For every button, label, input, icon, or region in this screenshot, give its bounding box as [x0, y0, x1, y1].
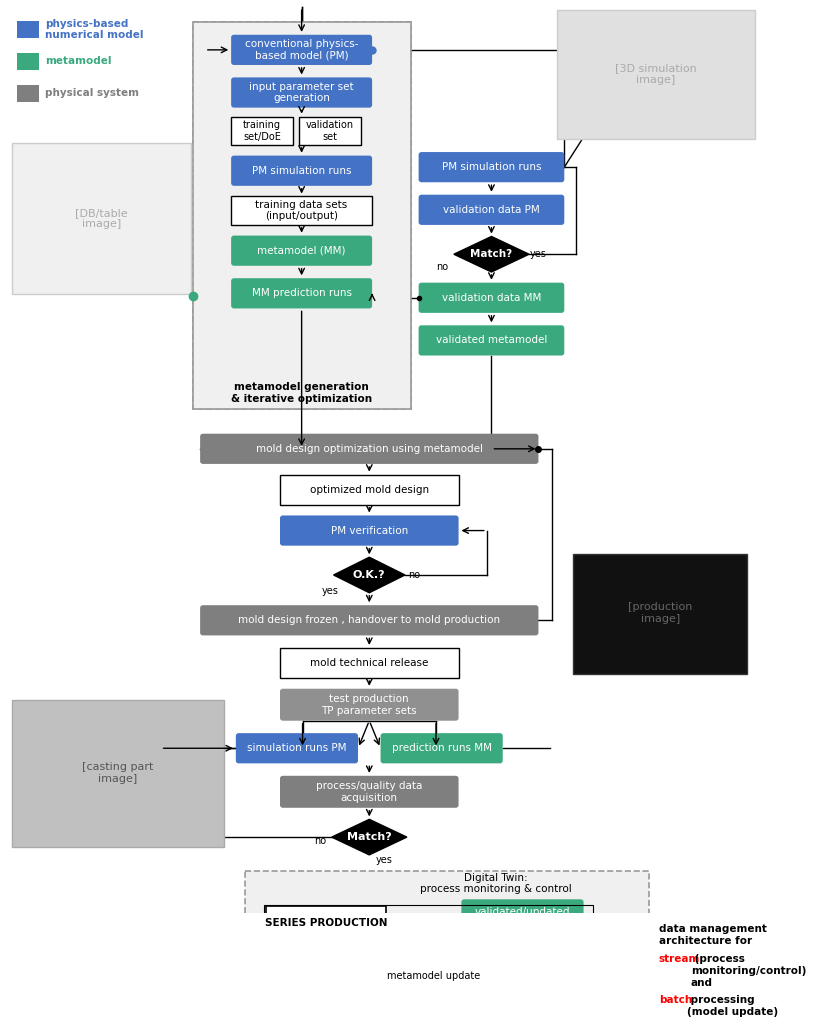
Text: metamodel generation
& iterative optimization: metamodel generation & iterative optimiz…: [231, 382, 372, 403]
Text: prediction runs MM: prediction runs MM: [391, 743, 492, 754]
Text: validation data MM: validation data MM: [442, 293, 541, 303]
Text: test production
TP parameter sets: test production TP parameter sets: [321, 694, 417, 716]
Text: PM simulation runs: PM simulation runs: [442, 162, 541, 172]
Text: metamodel (MM): metamodel (MM): [257, 246, 346, 256]
Text: metamodel
continued training: metamodel continued training: [465, 1015, 561, 1024]
Text: yes: yes: [321, 586, 339, 596]
Bar: [232, 197, 372, 225]
FancyBboxPatch shape: [266, 959, 386, 991]
FancyBboxPatch shape: [461, 899, 583, 937]
FancyBboxPatch shape: [236, 733, 358, 763]
FancyBboxPatch shape: [232, 78, 372, 108]
Text: batch: batch: [658, 995, 692, 1006]
Text: no: no: [315, 836, 326, 846]
FancyBboxPatch shape: [419, 152, 564, 182]
Text: mold design frozen , handover to mold production: mold design frozen , handover to mold pr…: [238, 615, 500, 626]
Bar: [16, 20, 40, 38]
Text: mold design optimization using metamodel: mold design optimization using metamodel: [255, 443, 483, 454]
FancyBboxPatch shape: [266, 1010, 386, 1024]
FancyBboxPatch shape: [200, 434, 538, 464]
FancyBboxPatch shape: [280, 515, 459, 546]
Text: process/quality data
acquisition: process/quality data acquisition: [316, 781, 423, 803]
FancyBboxPatch shape: [381, 733, 503, 763]
Text: processing
(model update): processing (model update): [687, 995, 778, 1017]
Text: O.K.?: O.K.?: [353, 570, 386, 580]
Bar: [16, 85, 40, 102]
FancyBboxPatch shape: [419, 195, 564, 225]
Text: physical system: physical system: [45, 88, 139, 98]
Bar: [246, 870, 649, 1024]
Text: no: no: [437, 262, 448, 271]
Bar: [12, 143, 190, 294]
Bar: [193, 23, 410, 409]
Text: (process
monitoring/control)
and: (process monitoring/control) and: [691, 954, 806, 987]
FancyBboxPatch shape: [419, 326, 564, 355]
Text: conventional physics-
based model (PM): conventional physics- based model (PM): [245, 39, 358, 60]
Bar: [280, 474, 459, 505]
FancyBboxPatch shape: [232, 35, 372, 65]
Text: validation data PM: validation data PM: [443, 205, 540, 215]
Text: process data
acquisition: process data acquisition: [293, 965, 359, 986]
FancyBboxPatch shape: [280, 776, 459, 808]
Text: validated/updated
metamodel: validated/updated metamodel: [475, 907, 570, 929]
Bar: [232, 117, 293, 145]
FancyBboxPatch shape: [232, 236, 372, 266]
Text: stream: stream: [658, 954, 700, 965]
Text: no: no: [409, 570, 420, 580]
Text: input parameter set
generation: input parameter set generation: [250, 82, 354, 103]
Bar: [280, 648, 459, 678]
Text: PM simulation runs: PM simulation runs: [252, 166, 351, 176]
Text: SERIES PRODUCTION: SERIES PRODUCTION: [265, 919, 387, 929]
Text: optimized mold design: optimized mold design: [310, 484, 428, 495]
Text: yes: yes: [530, 249, 547, 259]
Bar: [266, 906, 386, 940]
Text: simulation runs PM: simulation runs PM: [247, 743, 347, 754]
Text: data management
architecture for: data management architecture for: [658, 925, 766, 946]
FancyBboxPatch shape: [200, 605, 538, 636]
Bar: [264, 904, 593, 972]
Text: Digital Twin:
process monitoring & control: Digital Twin: process monitoring & contr…: [420, 872, 572, 894]
Text: physics-based
numerical model: physics-based numerical model: [45, 18, 143, 40]
Text: metamodel update: metamodel update: [386, 971, 480, 981]
Text: mold technical release: mold technical release: [310, 658, 428, 668]
Text: [DB/table
image]: [DB/table image]: [75, 208, 128, 229]
Bar: [557, 10, 755, 138]
Bar: [16, 52, 40, 71]
Text: MM prediction runs: MM prediction runs: [251, 289, 352, 298]
Text: PM verification: PM verification: [330, 525, 408, 536]
Bar: [12, 700, 223, 847]
Text: training data sets
(input/output): training data sets (input/output): [255, 200, 348, 221]
FancyBboxPatch shape: [452, 1010, 574, 1024]
FancyBboxPatch shape: [232, 156, 372, 185]
Text: metamodel: metamodel: [45, 56, 111, 67]
Text: [production
image]: [production image]: [629, 602, 693, 624]
Polygon shape: [332, 819, 407, 855]
Polygon shape: [334, 557, 405, 593]
Bar: [574, 554, 747, 674]
Text: validation
set: validation set: [306, 120, 353, 141]
Text: yes: yes: [376, 855, 393, 865]
Text: quality data
acquisition: quality data acquisition: [295, 1015, 358, 1024]
Text: training
set/DoE: training set/DoE: [243, 120, 281, 141]
Bar: [299, 117, 361, 145]
Text: validated metamodel: validated metamodel: [436, 336, 547, 345]
Text: Match?: Match?: [347, 833, 391, 842]
Text: [casting part
image]: [casting part image]: [82, 762, 153, 784]
FancyBboxPatch shape: [232, 279, 372, 308]
Text: Match?: Match?: [471, 249, 513, 259]
Text: [3D simulation
image]: [3D simulation image]: [615, 63, 697, 85]
Bar: [193, 23, 410, 409]
FancyBboxPatch shape: [419, 283, 564, 313]
FancyBboxPatch shape: [280, 689, 459, 721]
Polygon shape: [454, 237, 529, 272]
